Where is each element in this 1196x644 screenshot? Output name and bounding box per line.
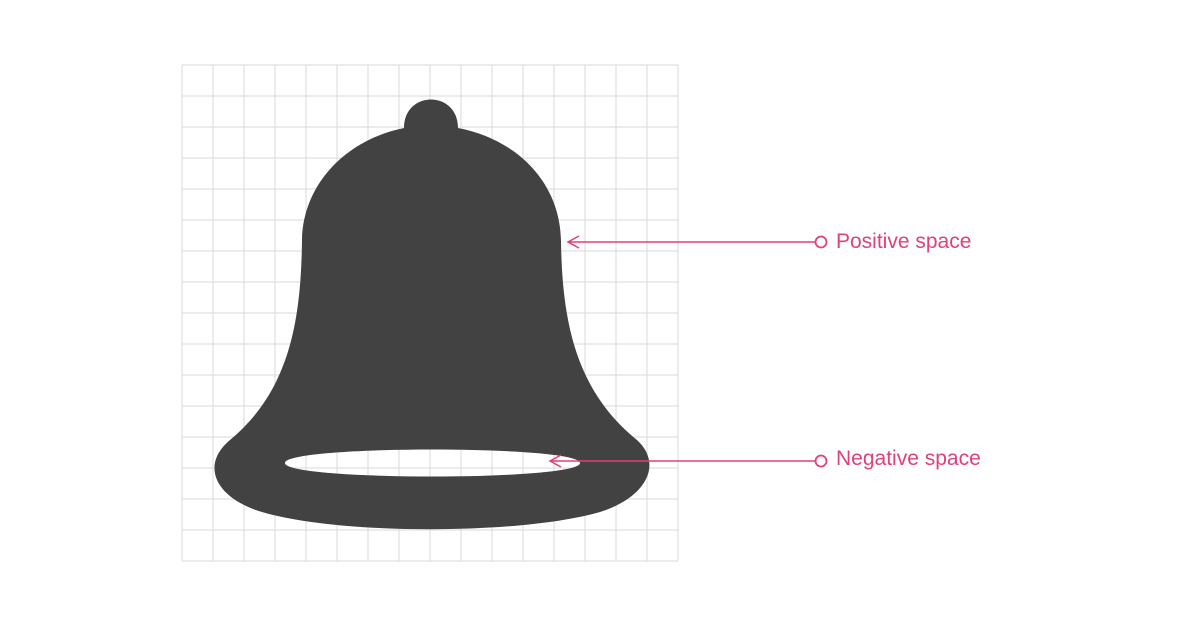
positive-space-endpoint — [814, 235, 828, 249]
positive-space-callout — [566, 235, 828, 249]
positive-space-arrowhead — [566, 235, 580, 249]
bell-icon — [214, 99, 650, 530]
negative-space-label: Negative space — [836, 447, 981, 470]
negative-space-callout — [548, 454, 828, 468]
negative-space-arrowhead — [548, 454, 562, 468]
negative-space-endpoint — [814, 454, 828, 468]
positive-space-label: Positive space — [836, 230, 972, 253]
